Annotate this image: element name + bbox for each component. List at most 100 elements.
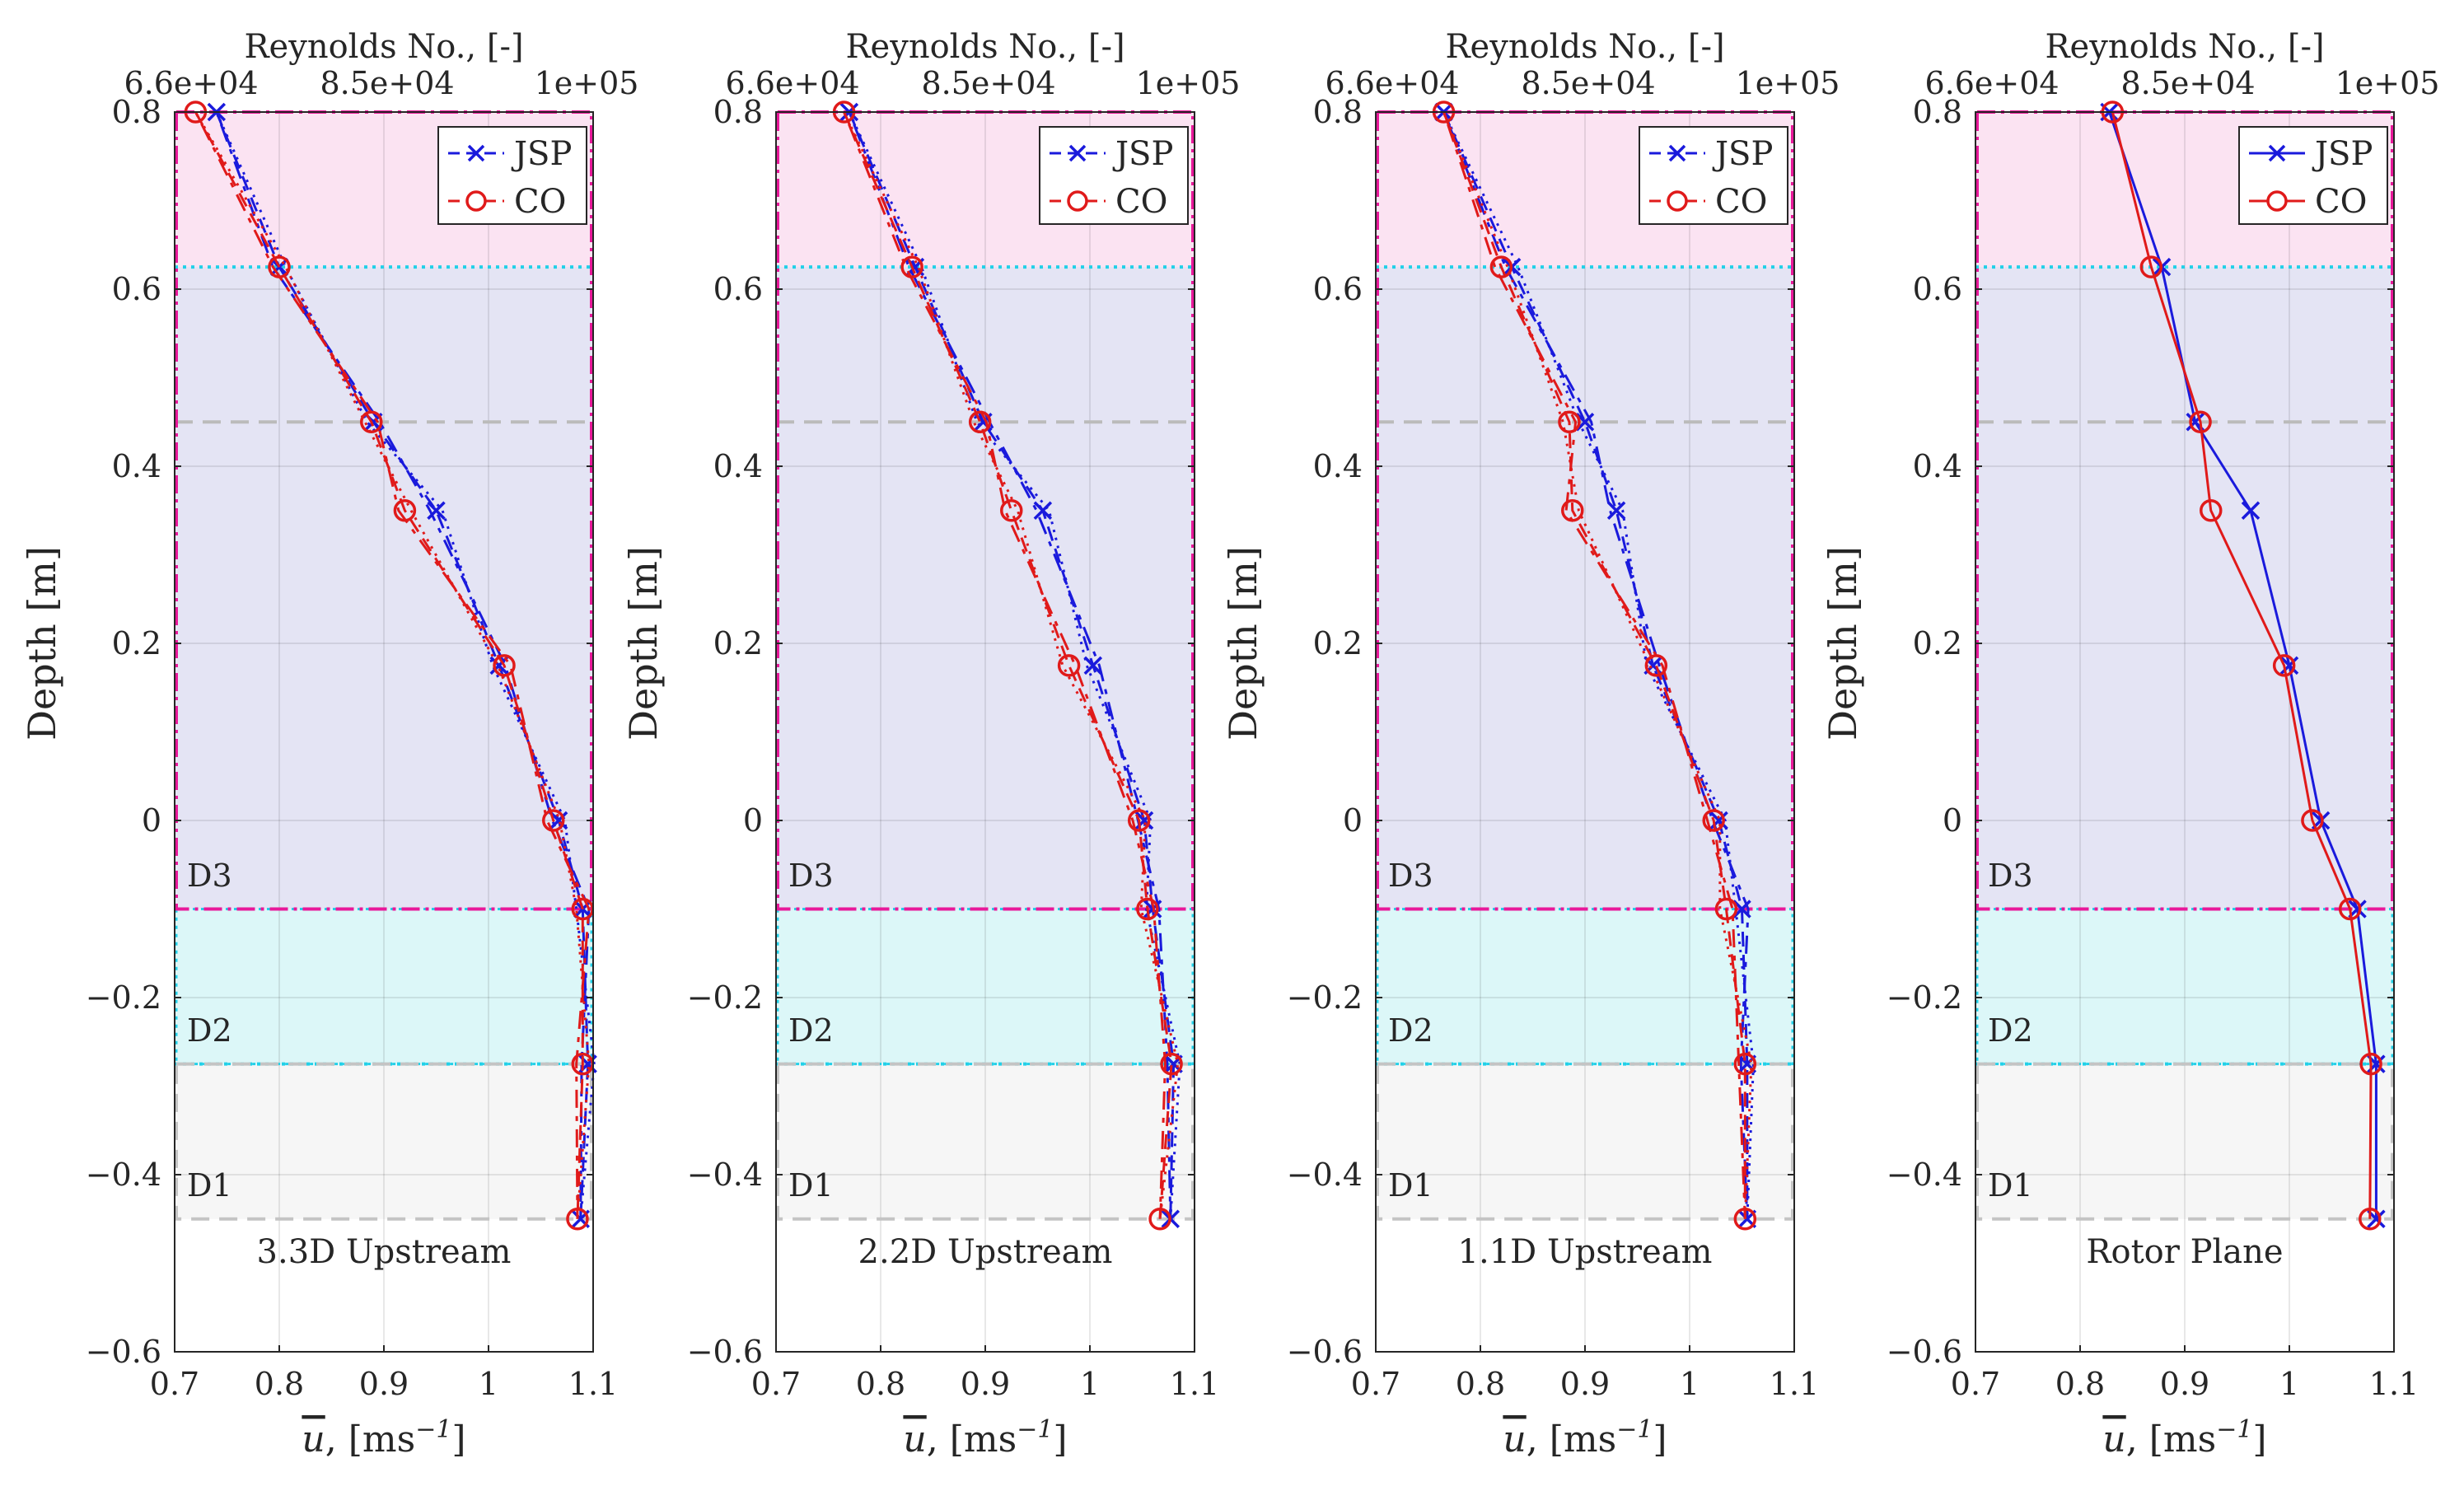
data-point-x-marker (427, 501, 446, 520)
data-point-o-marker (968, 410, 992, 433)
y-tick-label: 0.8 (713, 94, 763, 130)
y-tick-label: −0.4 (86, 1157, 161, 1193)
series-trace-jsp (1442, 111, 1749, 1219)
legend-box (437, 126, 587, 225)
y-tick-label: −0.6 (1887, 1334, 1962, 1370)
legend-x-marker (1068, 144, 1087, 162)
data-point-x-marker (1033, 501, 1053, 520)
region-d2-fill (776, 909, 1195, 1064)
x-tick-label: 1 (1080, 1366, 1100, 1402)
y-tick-label: 0.4 (112, 448, 161, 484)
region-d2-fill (175, 909, 593, 1064)
y-tick-label: 0.6 (713, 271, 763, 307)
series-trace-co (1442, 111, 1746, 1219)
data-point-o-marker (2200, 499, 2223, 522)
series-trace-jsp (1442, 111, 1750, 1219)
legend-label-co: CO (514, 183, 566, 221)
x-axis-label-units: , [ms (2126, 1419, 2216, 1461)
data-point-o-marker (1000, 499, 1023, 522)
data-point-o-marker (1561, 499, 1584, 522)
top-axis-label: Reynolds No., [-] (244, 28, 523, 66)
y-axis-label: Depth [m] (20, 546, 64, 741)
region-d1-fill (1376, 1063, 1794, 1219)
series-co (1432, 100, 1757, 1231)
panel-annotation: 1.1D Upstream (1458, 1233, 1713, 1271)
data-point-o-marker (1160, 1052, 1183, 1076)
x-tick-label: 0.8 (255, 1366, 304, 1402)
data-point-o-marker (566, 1208, 589, 1231)
y-tick-label: −0.4 (1887, 1157, 1962, 1193)
x-axis-label-exponent: −1 (2216, 1415, 2252, 1444)
y-tick-label: −0.4 (687, 1157, 763, 1193)
legend-label-jsp: JSP (511, 135, 572, 173)
legend: JSP CO (1639, 126, 1788, 225)
series-co (184, 100, 595, 1231)
legend-o-marker (1067, 190, 1088, 212)
x-tick-label: 0.7 (1951, 1366, 2000, 1402)
legend-label-co: CO (2315, 183, 2367, 221)
subplot-4: D3 D2 D1 Rotor Plane 0.7 0.8 0.9 1 1.1 0.8 0.6 0.4 0… (1821, 28, 2439, 1461)
legend-label-jsp: JSP (2312, 135, 2373, 173)
x-axis-label-symbol: u (1503, 1419, 1526, 1461)
x-axis-label-units: , [ms (1527, 1419, 1616, 1461)
region-d1-fill (776, 1063, 1195, 1219)
data-point-x-marker (1083, 656, 1103, 675)
panel-annotation: Rotor Plane (2086, 1233, 2283, 1271)
legend-box (1639, 126, 1788, 225)
series-trace-co (194, 111, 591, 1219)
y-tick-label: −0.2 (86, 979, 161, 1016)
panel-annotation: 3.3D Upstream (257, 1233, 512, 1271)
region-label-d3: D3 (1388, 858, 1433, 894)
series-trace-jsp (848, 111, 1172, 1219)
region-label-d1: D1 (1988, 1167, 2033, 1204)
x-axis-label-close: ] (1653, 1419, 1667, 1461)
y-axis-label: Depth [m] (621, 546, 666, 741)
legend-label-jsp: JSP (1712, 135, 1773, 173)
data-point-o-marker (1714, 897, 1738, 921)
y-tick-label: −0.6 (687, 1334, 763, 1370)
y-tick-label: 0 (1343, 802, 1363, 839)
region-d1-outline (1975, 1062, 2394, 1221)
top-tick-label: 1e+05 (535, 65, 639, 101)
y-tick-label: −0.2 (1887, 979, 1962, 1016)
y-tick-label: 0.6 (1313, 271, 1363, 307)
region-label-d2: D2 (187, 1012, 232, 1049)
legend: JSP CO (2238, 126, 2388, 225)
data-point-o-marker (1733, 1052, 1757, 1076)
y-axis-label: Depth [m] (1221, 546, 1265, 741)
data-point-o-marker (2189, 410, 2212, 433)
legend-box (1039, 126, 1189, 225)
series-trace-co (843, 111, 1167, 1219)
region-d1-fill (1975, 1063, 2394, 1219)
data-point-o-marker (360, 410, 383, 433)
region-d1-outline (175, 1062, 593, 1221)
y-axis-label: Depth [m] (1821, 546, 1865, 741)
y-tick-label: 0.4 (713, 448, 763, 484)
top-tick-label: 1e+05 (1136, 65, 1241, 101)
top-axis-label: Reynolds No., [-] (845, 28, 1124, 66)
x-tick-label: 0.9 (1560, 1366, 1610, 1402)
data-point-o-marker (1489, 255, 1513, 278)
region-label-d1: D1 (187, 1167, 232, 1204)
data-point-o-marker (393, 499, 417, 522)
y-tick-label: −0.4 (1287, 1157, 1363, 1193)
x-axis-label-close: ] (1053, 1419, 1067, 1461)
x-axis-label-symbol: u (903, 1419, 926, 1461)
x-tick-label: 0.7 (751, 1366, 801, 1402)
data-point-x-marker (1575, 413, 1595, 432)
region-label-d2: D2 (1388, 1012, 1433, 1049)
x-tick-label: 0.8 (2055, 1366, 2105, 1402)
series-line-co (2111, 111, 2373, 1219)
data-point-o-marker (493, 654, 516, 677)
x-axis-label-exponent: −1 (415, 1415, 451, 1444)
series-trace-co (1442, 111, 1753, 1219)
x-axis-label: u, [ms−1] (302, 1415, 465, 1461)
data-point-x-marker (1732, 900, 1751, 918)
data-point-o-marker (1733, 1208, 1757, 1231)
region-d2-fill (1376, 909, 1794, 1064)
top-tick-label: 1e+05 (1736, 65, 1840, 101)
legend-o-marker (465, 190, 487, 212)
x-tick-label: 0.9 (2160, 1366, 2209, 1402)
x-axis-label: u, [ms−1] (1503, 1415, 1667, 1461)
